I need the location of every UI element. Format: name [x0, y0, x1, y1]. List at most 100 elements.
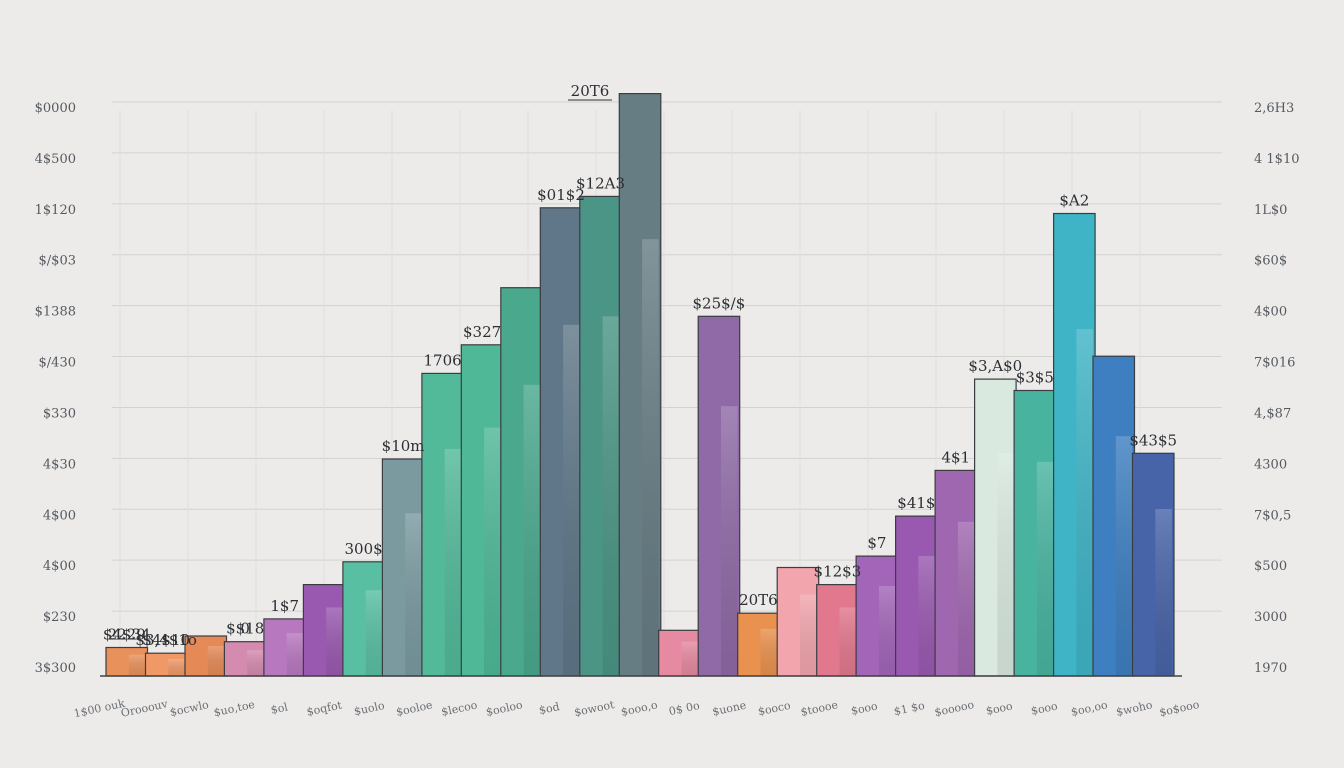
- x-tick-label: $o$ooo: [1158, 698, 1201, 719]
- data-label: 0: [240, 620, 250, 638]
- x-tick-label: $lecoo: [440, 698, 479, 718]
- data-label: 1$7: [270, 597, 299, 615]
- bar-shade: [800, 594, 817, 676]
- data-label: 300$: [345, 540, 383, 558]
- data-label: $4$34: [103, 626, 151, 644]
- data-label: $A2: [1059, 192, 1089, 210]
- x-tick-label: $ooooo: [933, 698, 975, 719]
- bar-shade: [839, 607, 857, 676]
- x-tick-label: $oqfot: [305, 698, 343, 718]
- y-tick-left: $1388: [35, 305, 76, 320]
- data-label: $41$: [897, 494, 935, 512]
- y-tick-left: $/430: [39, 356, 76, 371]
- x-tick-label: $ooo: [1030, 699, 1059, 717]
- y-tick-right: 4 1$10: [1254, 152, 1300, 167]
- bar-shade: [484, 427, 501, 676]
- y-tick-left: 1$120: [35, 203, 76, 218]
- x-tick-label: $od: [538, 700, 561, 717]
- bar-shade: [681, 641, 699, 676]
- bar-shade: [721, 406, 738, 676]
- y-tick-left: $230: [43, 610, 76, 625]
- data-label: $12A3: [576, 174, 625, 192]
- data-label: $01$2: [537, 186, 585, 204]
- y-axis-left: $0000 4$500 1$120 $/$03 $1388 $/430 $330 4$30 4$…: [35, 101, 76, 676]
- bar-shade: [326, 607, 343, 676]
- y-tick-right: 4$00: [1254, 305, 1287, 320]
- bar-shade: [365, 590, 383, 676]
- bar-shade: [760, 628, 778, 676]
- data-label: 20T6: [739, 591, 778, 609]
- y-tick-left: $/$03: [39, 254, 76, 269]
- data-label: $3$5: [1016, 369, 1054, 387]
- bar-shade: [444, 449, 462, 676]
- x-tick-label: $1 $o: [893, 699, 927, 718]
- data-label: $12$3: [814, 563, 862, 581]
- x-tick-label: $ooco: [757, 699, 792, 719]
- y-tick-right: $500: [1254, 559, 1287, 574]
- x-tick-label: $uolo: [353, 699, 386, 718]
- data-label: $3,A$0: [968, 357, 1022, 375]
- x-tick-label: $toooe: [799, 698, 839, 719]
- y-tick-left: $0000: [35, 101, 76, 116]
- data-label: $327: [463, 323, 501, 341]
- x-tick-label: $owoot: [573, 698, 616, 719]
- data-label: 4$1: [941, 448, 970, 466]
- data-label: $25$/$: [693, 294, 746, 312]
- x-tick-label: $ol: [270, 700, 290, 716]
- y-tick-right: 2,6H3: [1254, 101, 1294, 116]
- x-tick-label: $ocwlo: [169, 698, 211, 719]
- x-tick-label: $ooo: [985, 699, 1014, 717]
- bar-shade: [1036, 461, 1054, 676]
- bar-shade: [405, 513, 422, 676]
- bar-shade: [1076, 329, 1093, 676]
- y-axis-right: 2,6H3 4 1$10 1L$0 $60$ 4$00 7$016 4,$87 4300 7$0…: [1254, 101, 1300, 676]
- y-tick-right: 4300: [1254, 457, 1287, 472]
- bar-shade: [642, 239, 659, 676]
- y-tick-left: 3$300: [35, 661, 76, 676]
- bar-shade: [207, 646, 225, 676]
- bar-shade: [563, 324, 580, 676]
- y-tick-left: $330: [43, 406, 76, 421]
- bar-shade: [1115, 436, 1133, 676]
- y-tick-right: 7$0,5: [1254, 508, 1291, 523]
- y-tick-right: 1L$0: [1254, 203, 1287, 218]
- y-tick-right: 7$016: [1254, 356, 1295, 371]
- bar-shade: [957, 521, 975, 676]
- bar-series: [105, 92, 1175, 677]
- y-tick-right: 3000: [1254, 610, 1287, 625]
- y-tick-right: 1970: [1254, 661, 1287, 676]
- x-tick-label: $ooo,o: [620, 698, 659, 718]
- bar-shade: [128, 654, 146, 676]
- bar-shade: [878, 586, 896, 676]
- x-tick-label: 1$00 ouk: [73, 697, 127, 721]
- y-tick-left: 4$30: [43, 457, 76, 472]
- x-tick-label: 0$ 0o: [668, 699, 702, 718]
- x-tick-label: $woho: [1115, 698, 1154, 718]
- x-tick-label: $oo,oo: [1070, 698, 1109, 718]
- x-tick-label: $uone: [711, 699, 747, 719]
- x-tick-label: $ooloo: [485, 698, 524, 718]
- bar-shade: [247, 650, 264, 676]
- y-tick-left: 4$00: [43, 559, 76, 574]
- x-tick-label: $ooloe: [395, 698, 434, 718]
- x-tick-label: Orooouv: [120, 697, 170, 720]
- data-label: 1706: [424, 351, 462, 369]
- y-tick-left: 4$00: [43, 508, 76, 523]
- data-label: $7: [867, 534, 886, 552]
- y-tick-right: 4,$87: [1254, 406, 1291, 421]
- data-label: $$18: [226, 620, 264, 638]
- data-label: $4$10: [142, 631, 190, 649]
- data-label: 2229: [108, 626, 146, 644]
- x-tick-label: $ooo: [850, 699, 879, 717]
- bar-shade: [918, 556, 935, 676]
- bar-shade: [997, 453, 1014, 676]
- bar-shade: [168, 658, 185, 676]
- bar-shade: [523, 384, 541, 676]
- data-label: $43$5: [1129, 431, 1177, 449]
- header-label: 20T6: [571, 82, 610, 100]
- data-label: $3,4$1o: [135, 631, 197, 649]
- data-label: $10m: [382, 437, 425, 455]
- bar-shade: [286, 633, 304, 676]
